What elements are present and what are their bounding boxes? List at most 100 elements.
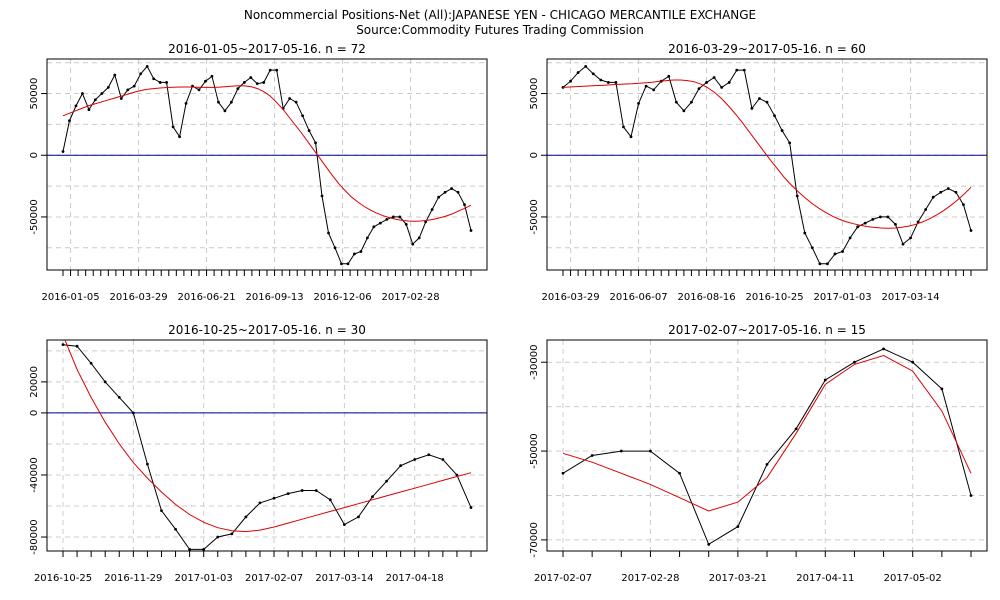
data-point bbox=[320, 194, 324, 198]
data-point bbox=[765, 100, 769, 104]
data-point bbox=[969, 494, 973, 497]
data-point bbox=[736, 525, 740, 528]
y-tick-label: 0 bbox=[29, 410, 40, 416]
data-point bbox=[909, 236, 912, 240]
data-series-line bbox=[62, 344, 472, 550]
data-point bbox=[773, 114, 776, 118]
data-point bbox=[89, 361, 93, 365]
data-point bbox=[810, 246, 814, 250]
y-tick-label: -50000 bbox=[529, 433, 540, 468]
data-point bbox=[353, 252, 356, 256]
data-point bbox=[217, 100, 220, 104]
data-point bbox=[795, 194, 799, 198]
data-point bbox=[649, 449, 652, 453]
data-point bbox=[561, 471, 565, 475]
data-point bbox=[202, 548, 206, 551]
data-point bbox=[229, 100, 233, 104]
data-point bbox=[856, 225, 860, 229]
data-point bbox=[878, 215, 882, 219]
data-point bbox=[682, 109, 686, 113]
data-point bbox=[803, 231, 807, 235]
data-point bbox=[940, 387, 944, 391]
main-title: Noncommercial Positions-Net (All):JAPANE… bbox=[243, 8, 757, 22]
data-point bbox=[328, 498, 332, 502]
data-point bbox=[314, 141, 317, 145]
x-tick-label: 2016-06-07 bbox=[609, 292, 667, 303]
data-point bbox=[117, 396, 121, 399]
data-point bbox=[469, 229, 473, 232]
data-point bbox=[780, 129, 784, 132]
data-point bbox=[969, 229, 973, 232]
data-point bbox=[450, 187, 453, 190]
data-point bbox=[262, 81, 266, 84]
x-tick-label: 2017-04-11 bbox=[796, 573, 854, 584]
plot-area bbox=[561, 347, 973, 546]
data-point bbox=[197, 88, 201, 92]
y-tick-label: 50000 bbox=[29, 78, 40, 110]
panel-title: 2017-02-07~2017-05-16. n = 15 bbox=[668, 323, 866, 337]
data-point bbox=[113, 73, 117, 77]
x-tick-label: 2017-02-28 bbox=[381, 292, 439, 303]
data-point bbox=[667, 74, 671, 78]
data-point bbox=[871, 218, 875, 221]
data-point bbox=[576, 71, 580, 74]
plot-area bbox=[61, 65, 473, 266]
data-point bbox=[750, 106, 754, 110]
data-point bbox=[441, 458, 445, 461]
trend-series-line bbox=[62, 85, 472, 222]
data-point bbox=[204, 79, 207, 83]
data-point bbox=[372, 225, 376, 229]
data-point bbox=[413, 458, 417, 461]
data-point bbox=[962, 203, 965, 207]
x-tick-label: 2017-05-02 bbox=[884, 573, 942, 584]
y-tick-label: 20000 bbox=[29, 366, 40, 398]
data-point bbox=[455, 473, 459, 477]
x-tick-label: 2017-02-28 bbox=[621, 573, 679, 584]
data-point bbox=[841, 250, 844, 253]
data-point bbox=[591, 72, 595, 76]
data-point bbox=[145, 65, 149, 68]
x-tick-label: 2016-11-29 bbox=[104, 573, 162, 584]
plot-frame bbox=[546, 339, 988, 552]
y-tick-label: 0 bbox=[29, 152, 40, 158]
data-point bbox=[139, 72, 143, 76]
y-tick-label: 0 bbox=[529, 152, 540, 158]
data-point bbox=[210, 74, 214, 78]
data-point bbox=[853, 360, 856, 364]
trend-series-line bbox=[562, 79, 972, 229]
data-point bbox=[216, 535, 220, 539]
data-point bbox=[848, 236, 852, 240]
data-point bbox=[81, 92, 84, 95]
data-point bbox=[165, 81, 169, 84]
trend-series-line bbox=[64, 340, 472, 533]
x-tick-label: 2016-10-25 bbox=[745, 292, 803, 303]
trend-series-line bbox=[562, 354, 972, 512]
data-point bbox=[119, 97, 123, 100]
data-point bbox=[931, 195, 935, 199]
data-point bbox=[674, 100, 678, 104]
data-point bbox=[463, 203, 466, 207]
data-point bbox=[398, 215, 402, 219]
data-point bbox=[427, 453, 431, 457]
data-point bbox=[894, 222, 897, 226]
y-tick-label: -80000 bbox=[29, 519, 40, 554]
data-point bbox=[275, 68, 279, 72]
data-point bbox=[399, 464, 403, 468]
data-point bbox=[443, 190, 447, 194]
data-point bbox=[258, 501, 262, 505]
data-point bbox=[188, 548, 192, 551]
data-point bbox=[788, 141, 792, 145]
data-point bbox=[294, 100, 298, 104]
data-point bbox=[236, 87, 240, 91]
data-point bbox=[242, 81, 246, 84]
data-point bbox=[404, 222, 408, 226]
y-tick-label: -40000 bbox=[29, 457, 40, 492]
data-point bbox=[569, 79, 572, 83]
x-tick-label: 2017-04-18 bbox=[386, 573, 444, 584]
chart-panel-3: 2016-10-25~2017-05-16. n = 30 2016-10-25 2… bbox=[29, 323, 488, 584]
data-point bbox=[314, 489, 318, 492]
data-point bbox=[886, 215, 890, 219]
data-point bbox=[411, 242, 415, 246]
data-point bbox=[75, 344, 79, 348]
panel-title: 2016-10-25~2017-05-16. n = 30 bbox=[168, 323, 366, 337]
